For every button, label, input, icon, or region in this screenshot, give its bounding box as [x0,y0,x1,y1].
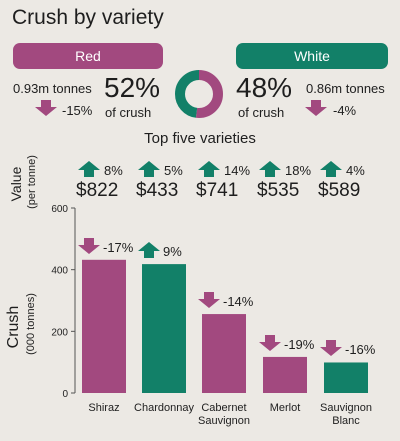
white-tonnes: 0.86m tonnes [306,81,385,96]
crush-change-value: 9% [163,244,182,260]
crush-change-label: -14% [198,292,258,310]
crush-change-value: -19% [284,336,315,352]
crush-change-label: -17% [78,237,138,256]
value-up-arrow-icon [320,161,342,177]
crush-down-arrow-icon [259,334,281,351]
crush-change-label: -19% [259,334,319,353]
value-up-arrow-icon [138,161,160,177]
category-label-line1: Merlot [269,402,301,414]
value-change: 4% [346,163,365,178]
donut-slice-white [175,70,223,118]
category-label-line2: Sauvignon [198,415,250,427]
white-label-pill: White [236,43,388,69]
red-change-down-arrow-icon [35,100,57,116]
chart-title: Crush by variety [12,6,164,29]
crush-down-arrow-icon [78,237,100,254]
white-share: 48% [236,72,293,103]
section-subtitle: Top five varieties [144,130,256,147]
value-per-tonne: $589 [318,180,361,201]
category-label: Shiraz [70,402,138,415]
value-change: 8% [104,163,123,178]
y-tick-label: 600 [51,204,68,215]
bar-merlot [263,356,307,393]
category-label: Chardonnay [130,402,198,415]
value-cell: 8% $822 [76,161,134,203]
red-share-caption: of crush [105,105,152,120]
y-tick-label: 200 [51,327,68,338]
white-change: -4% [333,103,357,118]
crush-change-value: -14% [223,294,254,310]
value-change: 5% [164,163,183,178]
red-tonnes: 0.93m tonnes [13,81,92,96]
value-up-arrow-icon [78,161,100,177]
crush-change-value: -16% [345,342,376,358]
red-label-pill: Red [13,43,163,69]
red-change: -15% [62,103,93,118]
value-cell: 4% $589 [318,161,376,203]
value-per-tonne: $433 [136,180,179,201]
value-cell: 14% $741 [196,161,254,203]
share-donut [175,70,223,118]
category-label-line1: Chardonnay [134,402,194,414]
bar-sauvignon-blanc [324,362,368,393]
y-tick-label: 400 [51,266,68,277]
red-share: 52% [104,72,161,103]
category-label: Merlot [251,402,319,415]
crush-down-arrow-icon [198,292,220,309]
bar-chardonnay [142,264,186,393]
crush-change-value: -17% [103,239,134,255]
value-change: 14% [224,163,251,178]
value-per-tonne: $535 [257,180,300,201]
category-label-line1: Sauvignon [320,402,372,414]
crush-change-label: 9% [138,242,198,260]
value-cell: 5% $433 [136,161,194,203]
bar-shiraz [82,259,126,393]
bar-cabernet-sauvignon [202,314,246,393]
category-label: Sauvignon Blanc [312,402,380,428]
value-change: 18% [285,163,312,178]
category-label-line2: Blanc [332,415,360,427]
category-label-line1: Cabernet [201,402,247,414]
crush-change-label: -16% [320,340,380,358]
y-tick-label: 0 [62,389,68,400]
white-change-down-arrow-icon [305,100,327,116]
value-up-arrow-icon [198,161,220,177]
value-per-tonne: $822 [76,180,119,201]
value-per-tonne: $741 [196,180,239,201]
crush-up-arrow-icon [138,242,160,259]
value-cell: 18% $535 [257,161,315,203]
crush-down-arrow-icon [320,340,342,357]
white-share-caption: of crush [238,105,285,120]
category-label: Cabernet Sauvignon [190,402,258,428]
category-label-line1: Shiraz [88,402,120,414]
value-up-arrow-icon [259,161,281,177]
